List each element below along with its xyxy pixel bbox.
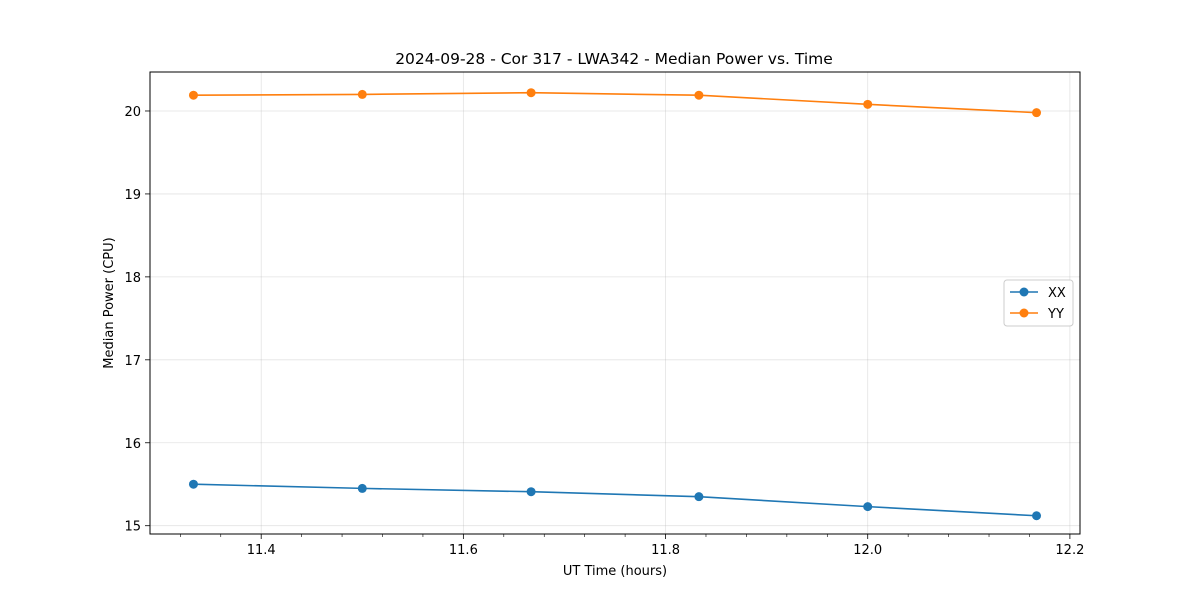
chart-title: 2024-09-28 - Cor 317 - LWA342 - Median P… (395, 50, 833, 68)
x-tick-label: 12.2 (1055, 543, 1084, 558)
legend: XX YY (1003, 279, 1074, 327)
legend-swatch-marker (1019, 308, 1029, 318)
legend-swatch-marker (1019, 287, 1029, 297)
grid (150, 72, 1080, 534)
y-tick-label: 18 (124, 271, 141, 286)
x-tick-label: 12.0 (853, 543, 882, 558)
axis-ticks: 11.4 11.6 11.8 12.0 12.2 15 16 17 18 19 20 (124, 105, 1084, 558)
data-point-xx (694, 492, 704, 502)
series-layer (188, 88, 1042, 521)
data-point-yy (863, 99, 873, 109)
data-point-yy (188, 90, 198, 100)
data-point-xx (526, 487, 536, 497)
series-line-xx (193, 483, 1037, 517)
data-point-yy (526, 88, 536, 98)
legend-label: YY (1047, 307, 1064, 322)
y-tick-label: 20 (124, 105, 141, 120)
data-point-xx (1032, 511, 1042, 521)
data-point-xx (357, 483, 367, 493)
y-tick-label: 17 (124, 354, 141, 369)
x-tick-label: 11.6 (449, 543, 478, 558)
data-point-yy (1032, 108, 1042, 118)
y-tick-label: 19 (124, 188, 141, 203)
y-tick-label: 16 (124, 437, 141, 452)
data-point-yy (357, 89, 367, 99)
x-tick-label: 11.8 (651, 543, 680, 558)
data-point-xx (188, 479, 198, 489)
series-line-yy (193, 91, 1037, 114)
data-point-xx (863, 502, 873, 512)
data-point-yy (694, 90, 704, 100)
y-tick-label: 15 (124, 520, 141, 535)
plot-frame (149, 71, 1081, 535)
x-axis-label: UT Time (hours) (563, 564, 667, 579)
legend-label: XX (1048, 286, 1066, 301)
y-axis-label: Median Power (CPU) (102, 237, 117, 368)
x-tick-label: 11.4 (247, 543, 276, 558)
